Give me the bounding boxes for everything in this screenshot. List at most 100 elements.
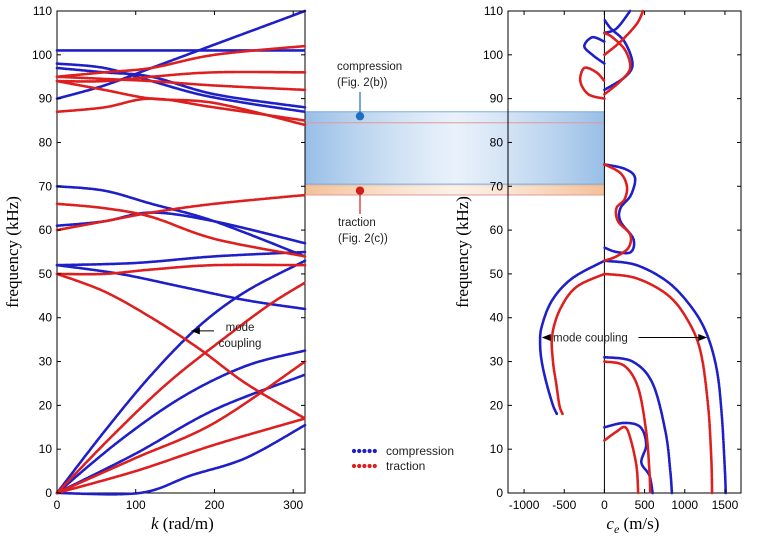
right-traction-curve-2: [603, 272, 714, 495]
right-ytick-label-110: 110: [484, 4, 503, 18]
right-xtick-label-0: 0: [601, 498, 608, 512]
right-ytick-label-40: 40: [490, 311, 504, 325]
panel-dispersion-k: 0 10 20 30 40 50 60 70 80 90 100 110 0 100 200 300 k (r…: [3, 4, 307, 533]
legend-compression-label: compression: [386, 444, 454, 458]
axes-frame-right: [507, 10, 742, 494]
ticks-left: 0 10 20 30 40 50 60 70 80 90 100 110 0 100 200 300: [32, 4, 305, 512]
legend-compression-dot-1: [351, 448, 357, 454]
legend-traction-dot-5: [372, 463, 377, 469]
y-axis-label-right: frequency (kHz): [453, 196, 472, 308]
left-traction-curve-11: [55, 44, 307, 78]
left-traction-curve-1: [55, 417, 307, 495]
left-traction-curve-2: [55, 360, 307, 495]
left-mode-coupling-label-line2: coupling: [219, 338, 262, 350]
right-ytick-label-10: 10: [490, 442, 504, 456]
left-xtick-label-0: 0: [54, 498, 61, 512]
right-xtick-label-500: 500: [635, 498, 655, 512]
x-axis-label-k-unit: (rad/m): [159, 514, 214, 533]
x-axis-label-k: k (rad/m): [151, 514, 214, 533]
left-ytick-label-20: 20: [39, 398, 53, 412]
y-axis-label-left: frequency (kHz): [3, 196, 22, 308]
right-ytick-label-100: 100: [483, 48, 503, 62]
right-ytick-label-90: 90: [490, 92, 504, 106]
legend-compression-dot-3: [362, 448, 367, 454]
annotations: compression (Fig. 2(b)) traction (Fig. 2(c)…: [190, 61, 708, 350]
left-ytick-label-30: 30: [39, 355, 53, 369]
left-traction-curve-4: [55, 263, 307, 276]
left-compression-curve-8: [55, 185, 307, 258]
right-mode-coupling-arrow-left-head: [541, 333, 551, 341]
legend-traction-dot-4: [367, 463, 372, 469]
left-traction-curve-12: [55, 79, 307, 127]
legend-traction-dot-1: [351, 463, 357, 469]
right-traction-curve-8: [578, 66, 606, 100]
left-traction-curve-10: [55, 75, 307, 92]
left-ytick-label-80: 80: [39, 135, 53, 149]
left-traction-curve-9: [55, 70, 307, 83]
left-ytick-label-70: 70: [39, 179, 53, 193]
right-xtick-label--500: -500: [552, 498, 576, 512]
right-traction-curve-7: [603, 9, 645, 57]
left-traction-curve-7: [55, 202, 307, 258]
right-mode-coupling-arrow-right-head: [698, 333, 708, 341]
left-xtick-label-200: 200: [204, 498, 224, 512]
left-compression-curve-6: [55, 263, 307, 311]
left-compression-curve-3: [55, 349, 307, 495]
legend-traction-dot-2: [357, 463, 362, 469]
left-compression-curve-10: [55, 62, 307, 114]
compression-band-figref: (Fig. 2(b)): [337, 77, 388, 89]
left-mode-coupling-arrow-head: [190, 327, 200, 335]
right-ytick-label-30: 30: [490, 355, 504, 369]
left-ytick-label-50: 50: [39, 267, 53, 281]
traction-marker-dot: [355, 186, 365, 195]
right-compression-curve-8: [583, 35, 606, 65]
right-compression-curve-3: [603, 355, 674, 495]
left-traction-curve-6: [55, 193, 307, 232]
traction-band-label: traction: [338, 217, 376, 229]
x-axis-label-ce-subscript: e: [614, 522, 620, 536]
traction-band-figref: (Fig. 2(c)): [338, 233, 388, 245]
highlight-bands: [305, 111, 605, 196]
right-traction-curve-3: [603, 360, 652, 495]
left-traction-curve-5: [55, 272, 307, 420]
right-ytick-label-0: 0: [496, 486, 503, 500]
traction-band: [305, 184, 605, 196]
left-ytick-label-100: 100: [32, 48, 52, 62]
ticks-right: 0 10 20 30 40 50 60 70 80 90 100 110 -1000 -500 0 500 10…: [483, 4, 741, 512]
right-ytick-label-60: 60: [490, 223, 504, 237]
left-xtick-label-100: 100: [126, 498, 146, 512]
curves-right: [538, 9, 727, 495]
legend-traction-label: traction: [386, 459, 425, 473]
x-axis-label-ce-unit: (m/s): [619, 514, 659, 533]
left-ytick-label-60: 60: [39, 223, 53, 237]
left-ytick-label-110: 110: [33, 4, 52, 18]
panel-energy-velocity: 0 10 20 30 40 50 60 70 80 90 100 110 -1000 -500 0 500 10…: [453, 4, 742, 536]
right-mode-coupling-label: mode coupling: [553, 332, 628, 344]
right-traction-curve-1: [550, 272, 606, 416]
compression-band: [305, 111, 605, 187]
right-xtick-label-1000: 1000: [671, 498, 698, 512]
legend-compression-dot-4: [367, 448, 372, 454]
right-traction-curve-4: [603, 425, 640, 495]
x-axis-label-ce: ce (m/s): [606, 514, 659, 536]
legend-compression-dot-5: [372, 448, 377, 454]
compression-band-label: compression: [337, 61, 402, 73]
x-axis-label-k-symbol: k: [151, 514, 159, 533]
right-ytick-label-20: 20: [490, 398, 504, 412]
x-axis-label-ce-symbol: c: [606, 514, 614, 533]
right-compression-curve-7: [603, 9, 632, 35]
compression-marker-dot: [355, 111, 365, 121]
left-compression-curve-4: [55, 259, 307, 495]
right-traction-curve-5: [603, 163, 633, 263]
left-compression-curve-5: [55, 250, 307, 267]
left-ytick-label-0: 0: [45, 486, 52, 500]
left-ytick-label-10: 10: [39, 442, 53, 456]
right-xtick-label--1000: -1000: [509, 498, 540, 512]
left-ytick-label-40: 40: [39, 311, 53, 325]
left-compression-curve-1: [55, 423, 307, 496]
legend-compression-dot-2: [357, 448, 362, 454]
right-ytick-label-70: 70: [490, 179, 504, 193]
curves-left: [55, 9, 307, 496]
